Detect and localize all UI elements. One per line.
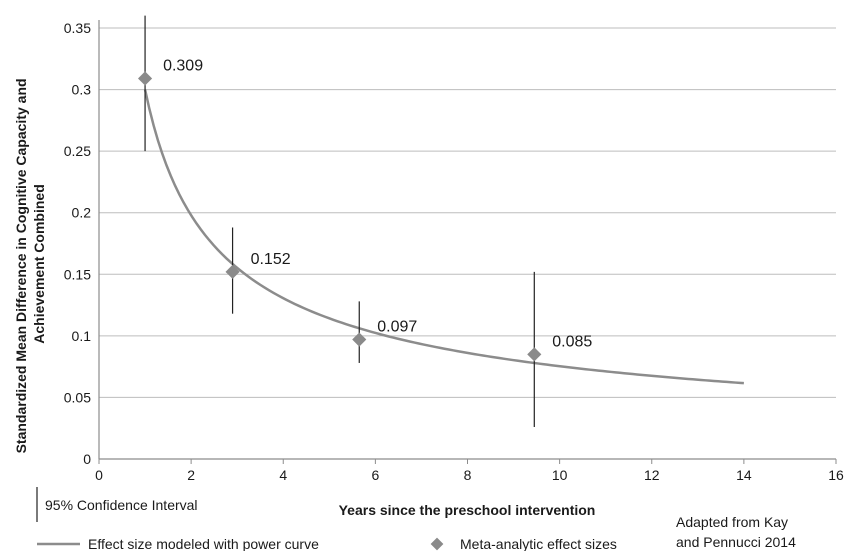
y-tick-label: 0.15 <box>64 266 91 282</box>
y-tick-label: 0.35 <box>64 20 91 36</box>
y-tick-label: 0.2 <box>72 205 92 221</box>
power-curve <box>143 89 744 385</box>
power-curve-layer <box>143 89 744 385</box>
x-tick-label: 8 <box>464 467 472 483</box>
x-tick-label: 14 <box>736 467 752 483</box>
source-note-line-2: and Pennucci 2014 <box>676 534 796 550</box>
x-tick-label: 12 <box>644 467 660 483</box>
data-label: 0.097 <box>377 319 417 336</box>
legend-points-label: Meta-analytic effect sizes <box>460 536 617 551</box>
legend-curve-label: Effect size modeled with power curve <box>88 536 319 551</box>
y-tick-label: 0.25 <box>64 143 91 159</box>
legend-point-swatch <box>430 537 444 551</box>
x-axis-title: Years since the preschool intervention <box>339 502 596 518</box>
grid-lines <box>99 27 836 398</box>
error-bars-layer <box>144 15 535 427</box>
y-tick-label: 0.1 <box>72 328 92 344</box>
x-tick-label: 6 <box>371 467 379 483</box>
legend-ci-label: 95% Confidence Interval <box>45 497 198 513</box>
y-axis-title: Standardized Mean Difference in Cognitiv… <box>13 75 47 454</box>
data-labels-layer: 0.309 0.152 0.097 0.085 <box>163 57 592 350</box>
y-axis-title-line-1: Standardized Mean Difference in Cognitiv… <box>13 78 29 453</box>
effect-size-point <box>527 347 542 362</box>
source-note-line-1: Adapted from Kay <box>676 514 788 530</box>
axes <box>98 20 837 464</box>
y-axis-title-line-2: Achievement Combined <box>31 184 47 343</box>
data-label: 0.309 <box>163 57 203 74</box>
data-label: 0.085 <box>552 333 592 350</box>
tick-labels: 0 0.05 0.1 0.15 0.2 0.25 0.3 0.35 0 2 4 6 8 10 12 14 16 <box>64 20 844 483</box>
y-tick-label: 0.05 <box>64 389 91 405</box>
x-tick-label: 4 <box>279 467 287 483</box>
x-tick-label: 10 <box>552 467 568 483</box>
x-tick-label: 2 <box>187 467 195 483</box>
x-tick-label: 0 <box>95 467 103 483</box>
y-tick-label: 0 <box>83 451 91 467</box>
data-points-layer <box>137 71 542 362</box>
x-tick-label: 16 <box>828 467 844 483</box>
effect-size-point <box>225 264 240 279</box>
y-tick-label: 0.3 <box>72 82 92 98</box>
data-label: 0.152 <box>251 251 291 268</box>
effect-size-point <box>137 71 153 86</box>
effect-size-point <box>352 332 367 347</box>
source-note: Adapted from Kay and Pennucci 2014 <box>676 514 796 550</box>
